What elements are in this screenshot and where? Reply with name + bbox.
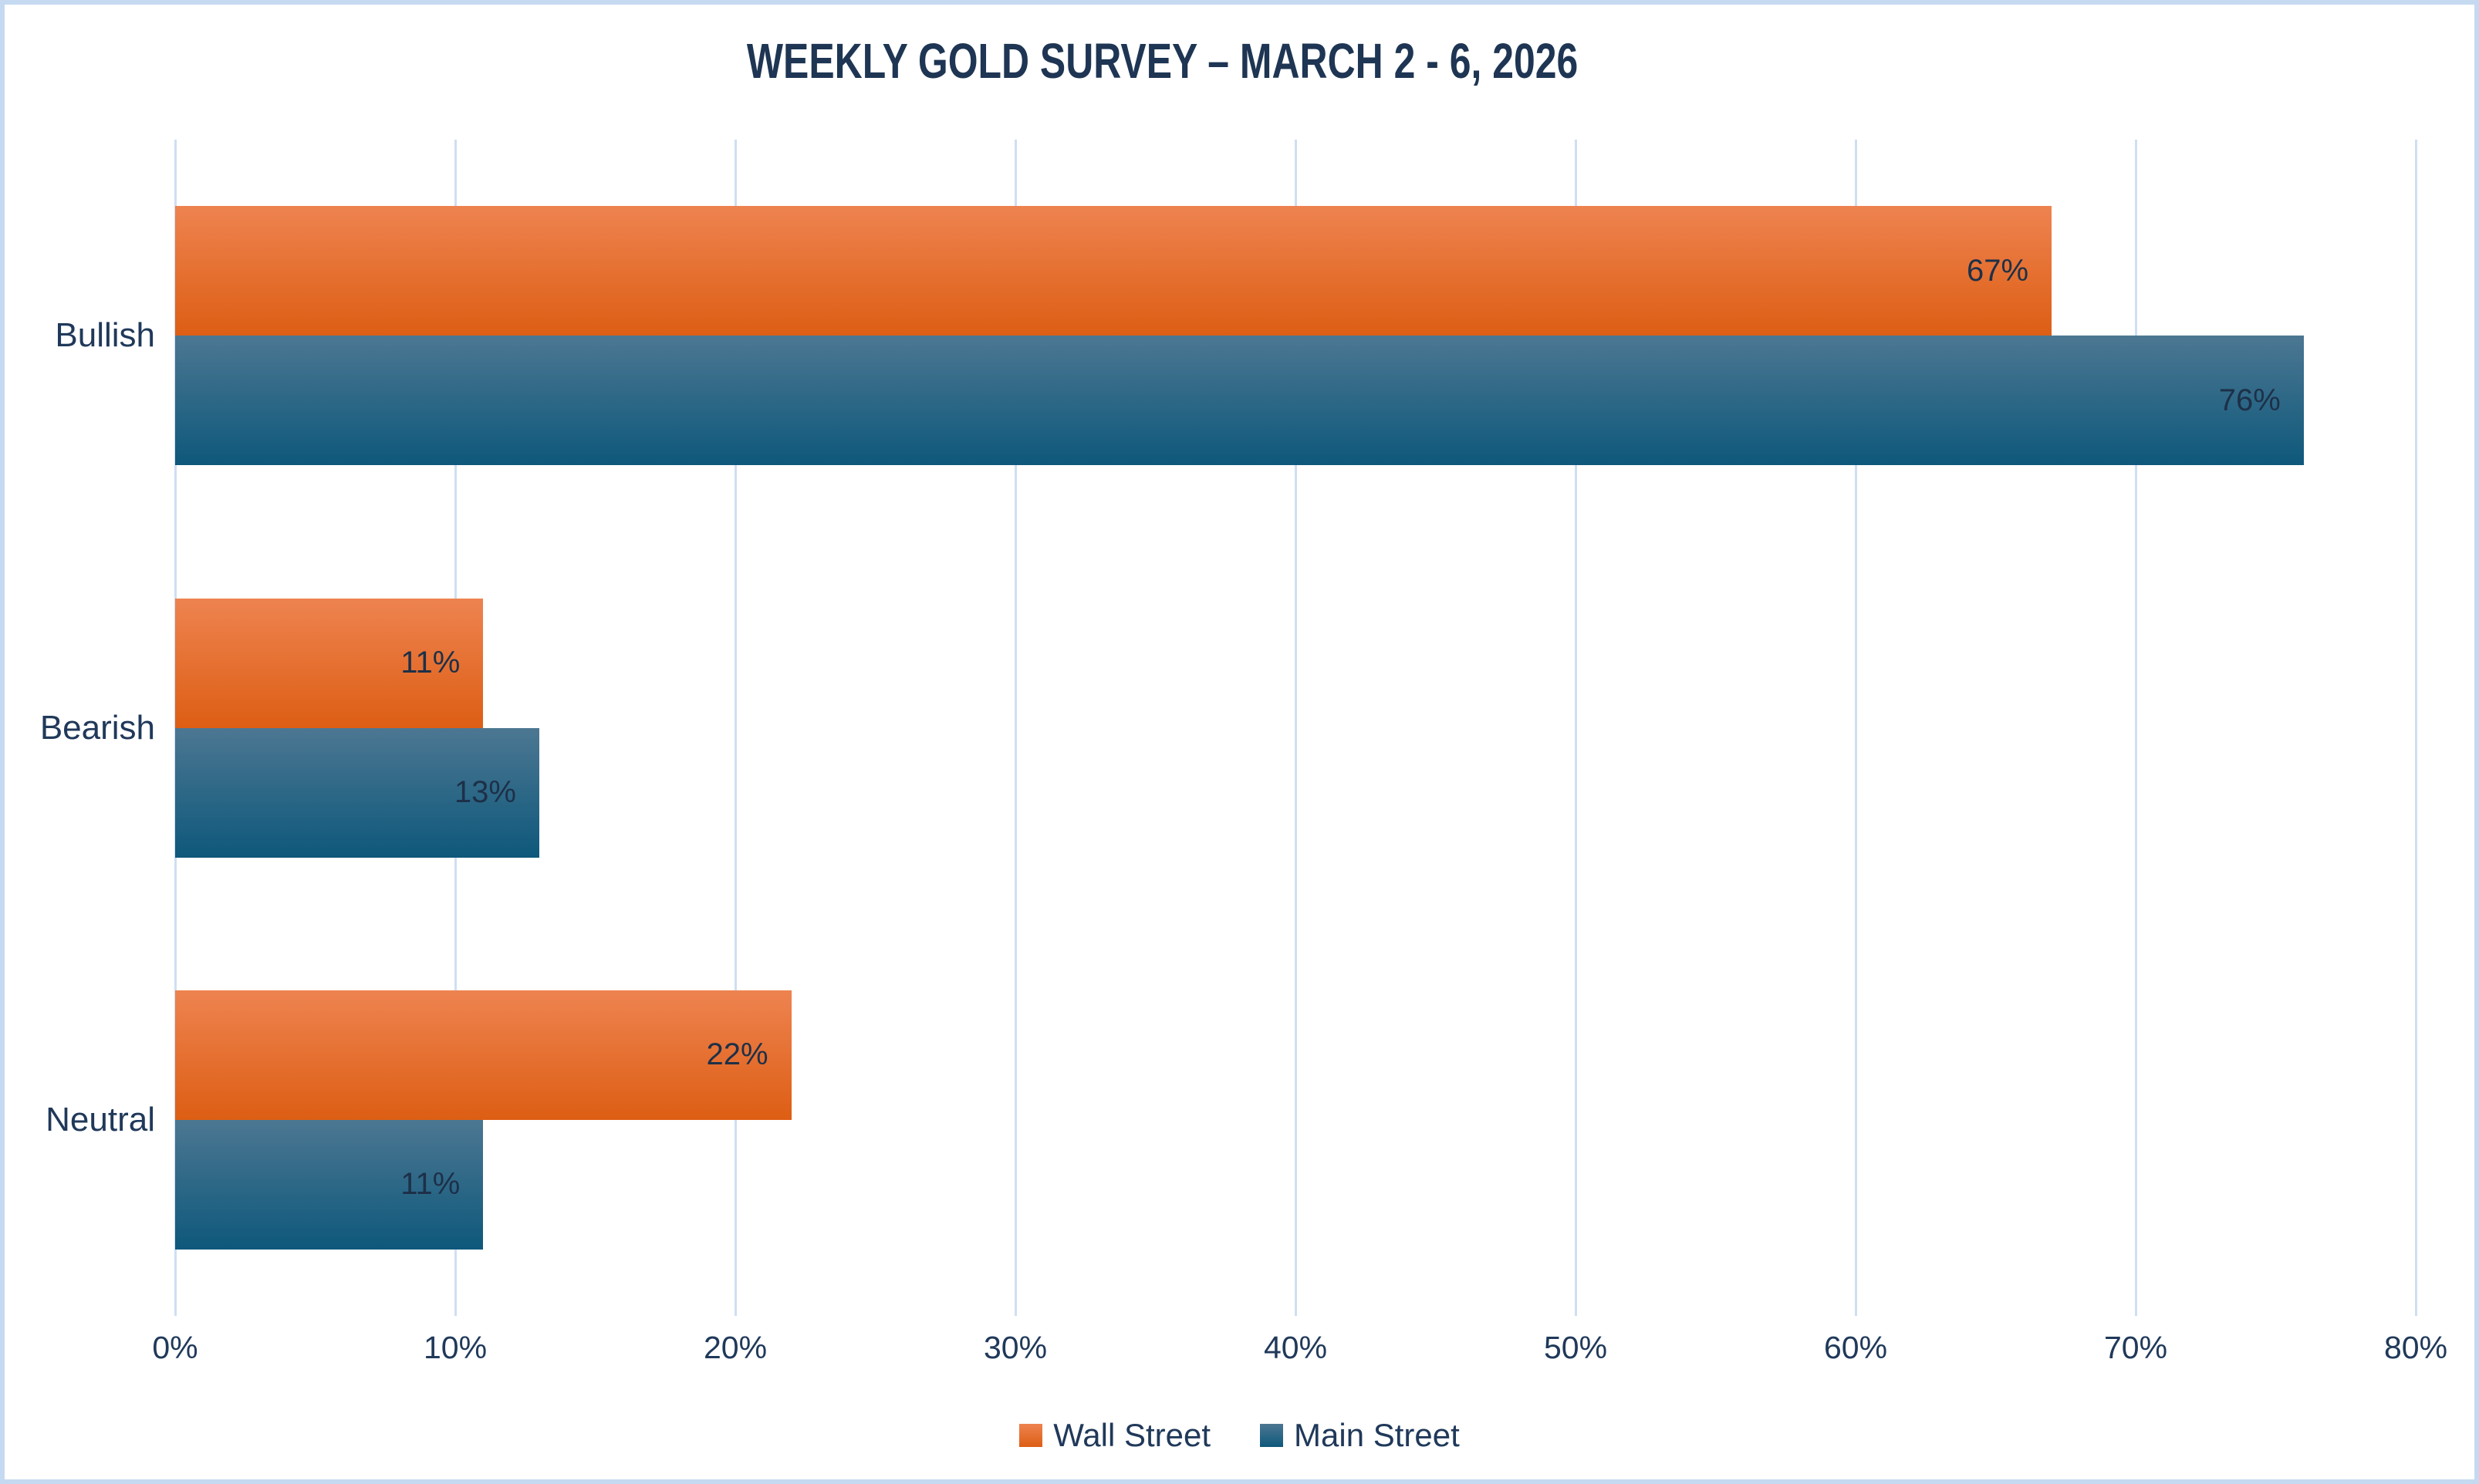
legend-swatch-icon [1019,1424,1043,1447]
bar-neutral-wall-street: 22% [175,990,792,1120]
bar-neutral-main-street: 11% [175,1119,484,1250]
bar-bullish-wall-street: 67% [175,206,2052,336]
data-label-neutral-main-street: 11% [400,1167,461,1202]
gridline-20% [734,140,737,1316]
category-label-neutral: Neutral [46,1100,155,1138]
category-label-bullish: Bullish [55,316,155,355]
x-axis: 0% 10% 20% 30% 40% 50% 60% 70% 80% [152,1330,2447,1368]
gridline-30% [1014,140,1017,1316]
chart-title-wrap: WEEKLY GOLD SURVEY – MARCH 2 - 6, 2026 [5,32,2320,89]
data-label-bearish-wall-street: 11% [400,646,461,680]
data-label-bearish-main-street: 13% [454,775,516,809]
data-label-bullish-main-street: 76% [2218,383,2281,417]
gridline-40% [1294,140,1297,1316]
x-tick-label-20%: 20% [703,1330,768,1365]
bar-bearish-main-street: 13% [175,727,539,858]
category-label-bearish: Bearish [39,708,155,747]
gridline-60% [1854,140,1857,1316]
x-tick-label-50%: 50% [1543,1330,1608,1365]
plot-area: Bullish 67% 76% Bearish 11% 13% Neutral 22% 11% [40,140,2417,1316]
x-tick-label-30%: 30% [983,1330,1048,1365]
legend-item-main-street: Main Street [1260,1417,1460,1454]
legend: Wall Street Main Street [5,1416,2474,1455]
x-tick-label-80%: 80% [2383,1330,2448,1365]
chart-title: WEEKLY GOLD SURVEY – MARCH 2 - 6, 2026 [746,33,1579,89]
x-tick-label-40%: 40% [1263,1330,1328,1365]
data-label-bullish-wall-street: 67% [1967,253,2029,288]
x-tick-label-10%: 10% [423,1330,488,1365]
bar-bullish-main-street: 76% [175,336,2304,466]
legend-swatch-icon [1260,1424,1284,1447]
gridline-80% [2414,140,2417,1316]
legend-label: Main Street [1294,1417,1460,1453]
x-tick-label-0%: 0% [152,1330,198,1365]
gridline-50% [1574,140,1577,1316]
bar-bearish-wall-street: 11% [175,598,484,728]
x-tick-label-70%: 70% [2103,1330,2168,1365]
x-tick-label-60%: 60% [1823,1330,1888,1365]
data-label-neutral-wall-street: 22% [706,1037,768,1072]
legend-item-wall-street: Wall Street [1019,1417,1211,1454]
gridline-70% [2134,140,2137,1316]
legend-label: Wall Street [1053,1417,1211,1453]
